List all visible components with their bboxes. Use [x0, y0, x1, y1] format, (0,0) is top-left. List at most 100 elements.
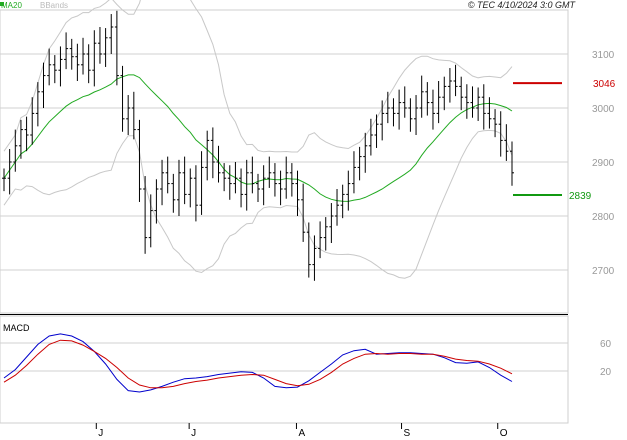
price-bar	[86, 44, 91, 84]
price-bar	[487, 97, 492, 129]
price-bar	[380, 100, 385, 141]
price-bar	[109, 14, 114, 54]
price-bar	[120, 65, 125, 132]
source-stamp: © TEC 4/10/2024 3:0 GMT	[468, 0, 577, 10]
bband-lower	[3, 129, 513, 279]
price-bar	[374, 114, 379, 148]
price-bar	[442, 76, 447, 111]
support-label: 2839	[569, 191, 592, 202]
price-ytick-label: 2700	[592, 266, 615, 277]
price-bar	[239, 168, 244, 208]
signal-line	[3, 339, 513, 389]
price-bar	[301, 183, 306, 242]
price-bar	[2, 168, 6, 192]
price-bar	[459, 76, 464, 111]
price-bar	[227, 165, 232, 200]
x-tick-label: J	[98, 428, 103, 439]
price-bar	[340, 184, 345, 219]
price-bar	[419, 75, 424, 118]
price-ytick-label: 3000	[592, 104, 615, 115]
price-bar	[436, 81, 441, 124]
price-bar	[289, 163, 294, 197]
macd-title: MACD	[3, 323, 30, 333]
price-bar	[385, 91, 390, 124]
price-bar	[476, 87, 481, 121]
price-bar	[154, 179, 159, 224]
price-bar	[414, 95, 419, 135]
price-bar	[464, 84, 469, 119]
price-bar	[47, 48, 52, 86]
price-bar	[453, 64, 458, 97]
legend-ma-swatch	[0, 2, 4, 6]
price-bar	[250, 156, 255, 194]
macd-ytick-label: 60	[600, 339, 612, 350]
resistance-label: 3046	[593, 79, 616, 90]
price-bar	[75, 43, 80, 81]
price-bar	[148, 194, 153, 248]
price-bar	[222, 163, 227, 192]
price-bar	[470, 86, 475, 118]
price-bar	[256, 173, 260, 202]
price-bar	[131, 91, 136, 140]
macd-panel-frame	[0, 315, 569, 424]
price-bar	[58, 46, 63, 87]
price-bar	[351, 151, 356, 194]
price-bar	[176, 159, 181, 216]
price-bar	[306, 222, 311, 278]
x-tick-label: O	[500, 428, 508, 439]
x-tick-label: J	[191, 428, 196, 439]
price-bar	[30, 97, 35, 145]
price-bar	[312, 235, 317, 281]
price-bar	[97, 27, 102, 64]
price-bar	[24, 116, 29, 152]
price-bar	[52, 55, 57, 84]
price-bar	[137, 119, 142, 202]
price-bar	[126, 95, 131, 135]
price-bar	[481, 84, 486, 130]
price-bar	[182, 156, 187, 205]
price-bar	[92, 30, 97, 87]
price-bar	[323, 217, 328, 251]
price-bar	[510, 141, 514, 186]
price-bar	[278, 170, 283, 206]
price-bar	[430, 89, 435, 130]
price-bar	[408, 98, 413, 132]
price-bar	[216, 145, 221, 183]
price-bar	[284, 156, 289, 199]
legend-ma: MA20	[1, 1, 22, 10]
price-bar	[199, 151, 204, 215]
legend-bbands: BBands	[40, 1, 68, 10]
price-bar	[498, 111, 503, 157]
price-bar	[335, 189, 340, 226]
price-bar	[13, 129, 18, 172]
price-bar	[171, 173, 176, 213]
price-ytick-label: 3100	[592, 50, 615, 61]
price-bar	[193, 165, 198, 222]
price-bar	[188, 168, 193, 208]
price-bar	[233, 162, 238, 194]
price-bar	[244, 159, 249, 211]
price-bar	[114, 10, 119, 86]
price-bar	[397, 89, 402, 130]
price-bar	[346, 170, 351, 211]
price-bar	[402, 86, 407, 118]
price-bar	[261, 165, 266, 206]
price-bar	[18, 119, 23, 159]
price-bar	[69, 38, 74, 70]
price-bar	[363, 132, 368, 173]
price-bar	[425, 82, 430, 116]
price-bar	[329, 203, 334, 243]
price-bar	[160, 159, 165, 206]
price-bar	[35, 82, 40, 127]
bband-upper	[3, 0, 513, 153]
price-bar	[493, 109, 498, 138]
price-bar	[205, 130, 210, 181]
price-bar	[210, 127, 215, 179]
price-bar	[357, 146, 362, 181]
price-ytick-label: 2900	[592, 158, 615, 169]
x-tick-label: A	[298, 428, 305, 439]
price-bar	[64, 32, 69, 70]
price-bar	[504, 124, 509, 161]
price-bar	[165, 156, 170, 194]
